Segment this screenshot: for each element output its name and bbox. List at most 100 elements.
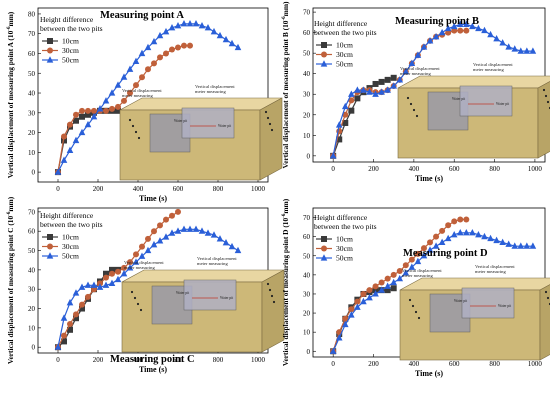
data-point-50cm [360, 297, 367, 305]
data-point-50cm [481, 26, 488, 34]
data-point-30cm [127, 90, 133, 97]
data-point-50cm [426, 246, 434, 253]
data-point-30cm [342, 315, 349, 322]
x-tick-label: 600 [449, 360, 460, 368]
legend-entry-30cm: 30cm [336, 50, 353, 59]
water-pit-label: Water pit [220, 296, 233, 300]
data-point-50cm [108, 89, 116, 96]
data-point-50cm [96, 105, 104, 112]
legend-entry-30cm: 30cm [336, 244, 353, 253]
data-point-50cm [354, 303, 361, 310]
data-point-50cm [523, 47, 531, 54]
data-point-10cm [73, 117, 79, 124]
data-point-30cm [348, 306, 355, 313]
data-point-30cm [151, 60, 157, 67]
data-point-50cm [426, 37, 434, 44]
setup-label-right-2: meter measuring [473, 67, 504, 72]
data-point-50cm [198, 21, 206, 29]
data-point-50cm [186, 20, 194, 27]
data-point-50cm [228, 242, 236, 250]
data-point-50cm [456, 20, 464, 28]
data-point-30cm [451, 218, 458, 225]
x-tick-label: 400 [133, 356, 144, 364]
data-point-30cm [366, 287, 373, 294]
data-point-50cm [432, 242, 440, 249]
measuring-point [411, 304, 415, 308]
data-point-50cm [511, 242, 519, 249]
data-point-10cm [372, 287, 379, 294]
data-point-50cm [378, 286, 385, 293]
data-point-50cm [450, 22, 458, 30]
data-point-50cm [408, 263, 416, 270]
data-point-30cm [139, 74, 145, 81]
data-point-30cm [121, 264, 127, 271]
data-point-30cm [61, 332, 67, 339]
y-tick-label: 20 [303, 111, 311, 119]
data-point-10cm [384, 287, 391, 294]
legend-marker-50cm [320, 254, 328, 261]
measuring-point [412, 108, 416, 112]
legend-marker-30cm [47, 47, 53, 54]
x-tick-label: 600 [173, 185, 184, 193]
data-point-50cm [228, 39, 236, 47]
data-point-50cm [523, 242, 531, 249]
legend-marker-50cm [46, 56, 54, 63]
data-point-30cm [348, 97, 355, 104]
data-point-50cm [138, 252, 146, 259]
y-tick-label: 10 [303, 329, 311, 337]
data-point-50cm [335, 121, 343, 128]
legend-entry-50cm: 50cm [62, 56, 79, 65]
data-point-10cm [336, 136, 343, 143]
data-point-50cm [90, 112, 98, 120]
legend-entry-50cm: 50cm [336, 254, 353, 263]
data-point-50cm [174, 21, 182, 29]
measuring-point [266, 116, 270, 120]
data-point-50cm [198, 227, 206, 234]
data-point-50cm [354, 86, 361, 93]
y-tick-label: 40 [28, 266, 36, 274]
data-point-50cm [78, 283, 86, 290]
data-point-30cm [175, 208, 181, 215]
box-side-face [539, 284, 550, 361]
data-point-50cm [168, 229, 176, 236]
measuring-point [408, 298, 412, 302]
series-line-50cm [332, 232, 533, 352]
data-point-50cm [487, 234, 494, 242]
measuring-point [266, 282, 270, 286]
y-tick-label: 70 [303, 9, 311, 17]
data-point-30cm [91, 107, 97, 114]
data-point-50cm [420, 43, 428, 50]
data-point-50cm [366, 293, 373, 301]
data-point-50cm [384, 86, 391, 93]
measuring-point [264, 110, 268, 114]
y-tick-label: 60 [28, 228, 36, 236]
setup-label-right-2: meter measuring [195, 89, 226, 94]
data-point-30cm [73, 111, 79, 118]
data-point-50cm [222, 35, 230, 43]
data-point-50cm [216, 31, 224, 39]
data-point-50cm [204, 23, 212, 31]
measuring-point [415, 114, 419, 118]
water-pit-right [183, 279, 237, 311]
y-tick-label: 50 [28, 70, 36, 78]
setup-label-left-2: meter measuring [400, 71, 431, 76]
data-point-30cm [396, 268, 403, 275]
data-point-50cm [66, 298, 74, 306]
data-point-10cm [354, 95, 361, 102]
measuring-point [130, 290, 134, 294]
data-point-50cm [505, 240, 512, 247]
data-point-50cm [156, 31, 164, 39]
data-point-30cm [85, 107, 91, 114]
data-point-50cm [341, 102, 349, 110]
y-tick-label: 10 [28, 324, 36, 332]
data-point-10cm [384, 76, 391, 83]
measuring-point [546, 296, 550, 300]
data-point-50cm [487, 30, 494, 38]
legend-title-2: between the two pits [314, 28, 377, 37]
data-point-50cm [378, 88, 385, 95]
data-point-50cm [390, 82, 397, 89]
data-point-30cm [163, 216, 169, 223]
x-tick-label: 400 [409, 165, 420, 173]
data-point-50cm [120, 73, 128, 80]
